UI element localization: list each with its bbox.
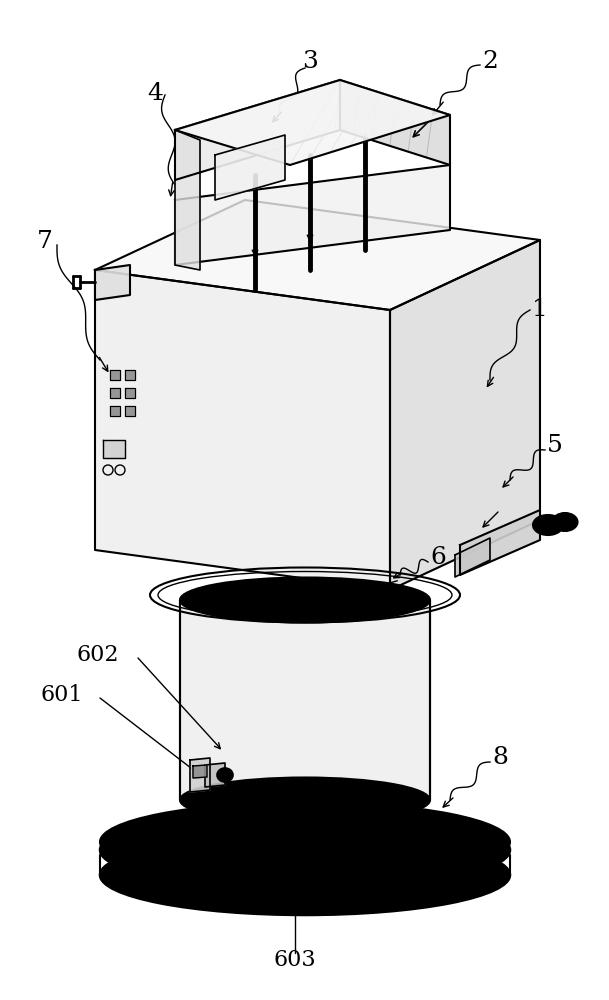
Text: 6: 6	[430, 546, 446, 570]
Ellipse shape	[533, 515, 563, 535]
Polygon shape	[110, 388, 120, 398]
Circle shape	[153, 829, 163, 839]
Polygon shape	[110, 406, 120, 416]
Text: 5: 5	[547, 434, 563, 456]
Polygon shape	[193, 765, 207, 778]
Polygon shape	[180, 600, 430, 800]
Text: 601: 601	[41, 684, 83, 706]
Ellipse shape	[180, 578, 430, 622]
Polygon shape	[190, 758, 210, 792]
Polygon shape	[175, 80, 450, 165]
Ellipse shape	[180, 778, 430, 822]
Polygon shape	[175, 130, 200, 270]
Text: 602: 602	[77, 644, 119, 666]
Polygon shape	[460, 510, 540, 575]
Polygon shape	[205, 763, 225, 787]
Polygon shape	[125, 388, 135, 398]
Circle shape	[153, 861, 163, 871]
Polygon shape	[95, 270, 390, 590]
Polygon shape	[215, 135, 285, 200]
Polygon shape	[175, 165, 450, 265]
Text: 1: 1	[532, 298, 548, 322]
Ellipse shape	[552, 513, 577, 531]
Polygon shape	[175, 80, 340, 180]
Ellipse shape	[100, 810, 510, 890]
Polygon shape	[103, 440, 125, 458]
Text: 3: 3	[302, 50, 318, 74]
Polygon shape	[125, 370, 135, 380]
Ellipse shape	[100, 802, 510, 882]
Text: 7: 7	[37, 231, 53, 253]
Ellipse shape	[225, 885, 385, 915]
Polygon shape	[95, 265, 130, 300]
Text: 603: 603	[273, 949, 316, 971]
Text: 2: 2	[482, 50, 498, 74]
Polygon shape	[95, 200, 540, 310]
Circle shape	[300, 877, 310, 887]
Polygon shape	[340, 80, 450, 165]
Polygon shape	[125, 406, 135, 416]
Text: 4: 4	[147, 82, 163, 104]
Ellipse shape	[217, 768, 233, 782]
Text: 8: 8	[492, 746, 508, 770]
Polygon shape	[390, 240, 540, 590]
Ellipse shape	[100, 835, 510, 915]
Circle shape	[447, 829, 457, 839]
Polygon shape	[110, 370, 120, 380]
Polygon shape	[455, 538, 490, 577]
Circle shape	[300, 813, 310, 823]
Circle shape	[447, 861, 457, 871]
